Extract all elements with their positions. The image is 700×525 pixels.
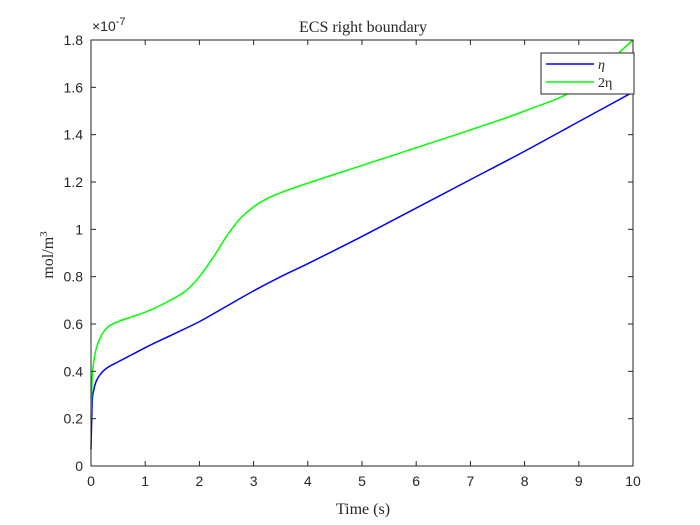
y-axis-label-exponent: 3 <box>38 231 50 237</box>
x-tick-label: 10 <box>625 473 641 489</box>
legend-label-eta: η <box>598 58 605 73</box>
y-multiplier-base: ×10 <box>92 18 116 34</box>
x-tick-label: 5 <box>358 473 366 489</box>
x-axis-label: Time (s) <box>336 501 390 518</box>
series-layer <box>90 39 634 450</box>
y-tick-label: 1.6 <box>64 79 84 95</box>
x-tick-label: 2 <box>196 473 204 489</box>
y-tick-label: 1.8 <box>64 32 84 48</box>
x-tick-label: 0 <box>87 473 95 489</box>
chart-title: ECS right boundary <box>299 19 427 36</box>
x-tick-label: 4 <box>304 473 312 489</box>
series-line-2eta <box>90 39 634 419</box>
x-tick-label: 8 <box>521 473 529 489</box>
y-axis: 0 0.2 0.4 0.6 0.8 1 1.2 1.4 1.6 1.8 <box>64 32 633 474</box>
y-tick-label: 0.8 <box>64 269 84 285</box>
plot-area-background <box>91 40 633 466</box>
y-tick-label: 1.4 <box>64 127 84 143</box>
legend-label-2eta: 2η <box>598 76 612 91</box>
y-tick-label: 0.2 <box>64 411 84 427</box>
x-tick-label: 7 <box>467 473 475 489</box>
y-axis-label-base: mol/m <box>40 236 57 278</box>
x-tick-label: 3 <box>250 473 258 489</box>
x-tick-label: 6 <box>412 473 420 489</box>
x-axis: 0 1 2 3 4 5 6 7 8 9 10 <box>87 40 641 489</box>
legend-box <box>540 52 635 95</box>
x-tick-label: 1 <box>141 473 149 489</box>
y-tick-label: 1.2 <box>64 174 84 190</box>
y-axis-label: mol/m3 <box>38 231 57 279</box>
y-axis-multiplier: ×10-7 <box>92 16 126 34</box>
y-tick-label: 0.6 <box>64 316 84 332</box>
y-tick-label: 0 <box>75 458 83 474</box>
y-multiplier-exponent: -7 <box>116 16 126 28</box>
y-tick-label: 0.4 <box>64 363 84 379</box>
x-tick-label: 9 <box>575 473 583 489</box>
y-tick-label: 1 <box>75 221 83 237</box>
series-line-eta <box>90 91 634 450</box>
legend: η 2η <box>540 52 635 95</box>
